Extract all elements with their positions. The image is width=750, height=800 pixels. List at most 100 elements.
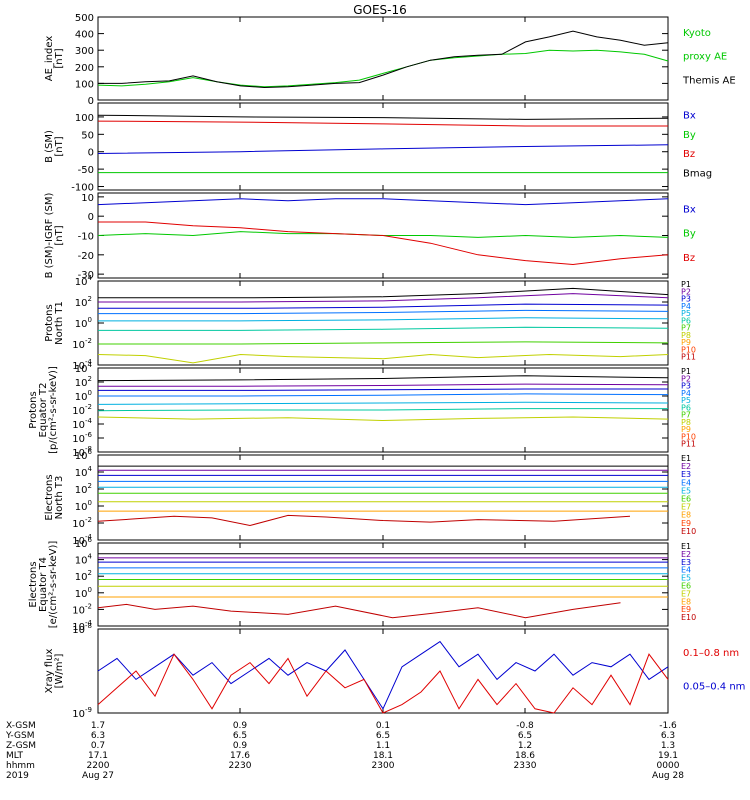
y-tick-label: 10-8 [72,445,92,459]
y-tick-label: 0 [88,212,94,223]
legend-label: Bmag [683,168,712,179]
legend-label: P11 [681,353,696,362]
series-line-P8 [97,416,669,422]
y-tick-label: 104 [75,465,93,479]
legend-label: E3 [681,470,691,479]
panel-prot_n: 104 102 100 10-2 10-4 Protons North T1 P1P2P3P4… [44,274,696,372]
y-tick-label: 500 [75,13,94,24]
legend-label: E9 [681,519,691,528]
y-tick-label: 10-8 [72,622,92,636]
series-line-P4 [98,309,669,315]
series-line-P4 [98,393,669,397]
legend-label: proxy AE [683,52,727,63]
legend-label: E2 [681,550,691,559]
y-tick-label: 100 [75,316,92,330]
series-line-Bz [98,221,669,266]
footer-cell: 0.9 [233,741,248,751]
legend-label: Bz [683,149,695,160]
y-tick-label: 10 [81,193,94,204]
y-tick-label: 104 [75,361,93,375]
legend-label: P3 [681,295,691,304]
y-axis-label: [W/m²] [54,653,65,688]
footer-table: X-GSM 1.7 0.9 0.1 -0.8 -1.6 Y-GSM 6.3 6.5 6.5 6.5 6… [5,721,684,781]
footer-cell: 19.1 [658,751,678,761]
y-axis-label: [nT] [54,225,65,245]
legend-label: E4 [681,566,691,575]
footer-cell: 17.6 [230,751,250,761]
footer-cell: 6.5 [233,731,247,741]
footer-row-label: 2019 [6,771,29,781]
panel-digrf: 10 0 -10 -20 -30 B (SM)-IGRF (SM) [nT] Bx By Bz [44,192,696,281]
series-line-0-05-0-4-nm [97,640,669,710]
y-tick-label: 100 [75,113,94,124]
legend-label: P8 [681,331,691,340]
legend-label: E9 [681,605,691,614]
y-axis-label: Xray flux [44,649,55,694]
footer-cell: 2300 [372,761,395,771]
y-tick-label: 10-4 [72,417,92,431]
y-axis-label: AE_index [44,36,55,82]
y-tick-label: 104 [75,553,93,567]
series-line-By [97,231,669,238]
y-tick-label: -30 [78,270,94,281]
legend-label: P7 [681,324,691,333]
legend-label: P2 [681,374,691,383]
series-line-P5 [97,401,669,405]
footer-cell: 1.2 [518,741,532,751]
y-tick-label: 102 [75,482,92,496]
series-line-E10 [97,602,621,619]
legend-label: E8 [681,511,691,520]
legend-label: E8 [681,597,691,606]
legend-label: P5 [681,309,691,318]
legend-label: E4 [681,478,691,487]
y-tick-label: 400 [75,30,94,41]
y-tick-label: 106 [75,536,93,550]
legend-label: By [683,229,696,240]
legend-label: P1 [681,280,691,289]
y-tick-label: 100 [75,586,92,600]
legend-label: P7 [681,411,691,420]
footer-cell: 2330 [514,761,537,771]
legend-label: P11 [681,440,696,449]
y-tick-label: -100 [71,183,94,194]
legend-label: Themis AE [682,75,736,86]
y-axis-label: Protons [44,304,55,341]
footer-row-label: Z-GSM [6,741,36,751]
y-tick-label: 100 [75,499,92,513]
y-tick-label: 0 [88,96,94,107]
series-line-P6 [97,408,668,412]
legend-label: Bx [683,204,696,215]
y-axis-label: Equator T2 [38,383,49,438]
footer-cell: 1.1 [376,741,390,751]
plot-title: GOES-16 [353,3,407,17]
y-tick-label: 106 [75,448,93,462]
footer-cell: 6.3 [661,731,675,741]
panel-ae: 500 400 300 200 100 0 AE_index [nT] Kyoto proxy A… [44,13,736,107]
y-tick-label: 0 [88,148,94,159]
legend-label: P6 [681,403,691,412]
y-tick-label: 102 [75,295,92,309]
legend-label: P9 [681,425,691,434]
y-tick-label: 10-9 [72,706,92,720]
y-tick-label: 100 [75,389,92,403]
panel-frame [97,454,669,541]
legend-label: E6 [681,582,691,591]
y-tick-label: 104 [75,274,93,288]
footer-cell: -0.8 [516,721,534,731]
y-axis-label: [p/(cm²-s-sr-keV)] [48,366,59,454]
y-tick-label: -10 [78,232,94,243]
y-tick-label: 10-4 [72,533,92,547]
series-line-Kyoto-proxy-AE [97,49,669,88]
y-axis-label: Electrons [28,561,39,607]
footer-cell: 6.3 [91,731,105,741]
legend-label: E10 [681,613,696,622]
footer-row-label: hhmm [6,761,35,771]
series-line-P3 [98,303,669,309]
legend-label: E5 [681,486,691,495]
legend-label: 0.1–0.8 nm [683,648,739,659]
footer-row-label: X-GSM [6,721,36,731]
footer-cell: 1.3 [661,741,675,751]
series-line-Bx [97,144,669,154]
